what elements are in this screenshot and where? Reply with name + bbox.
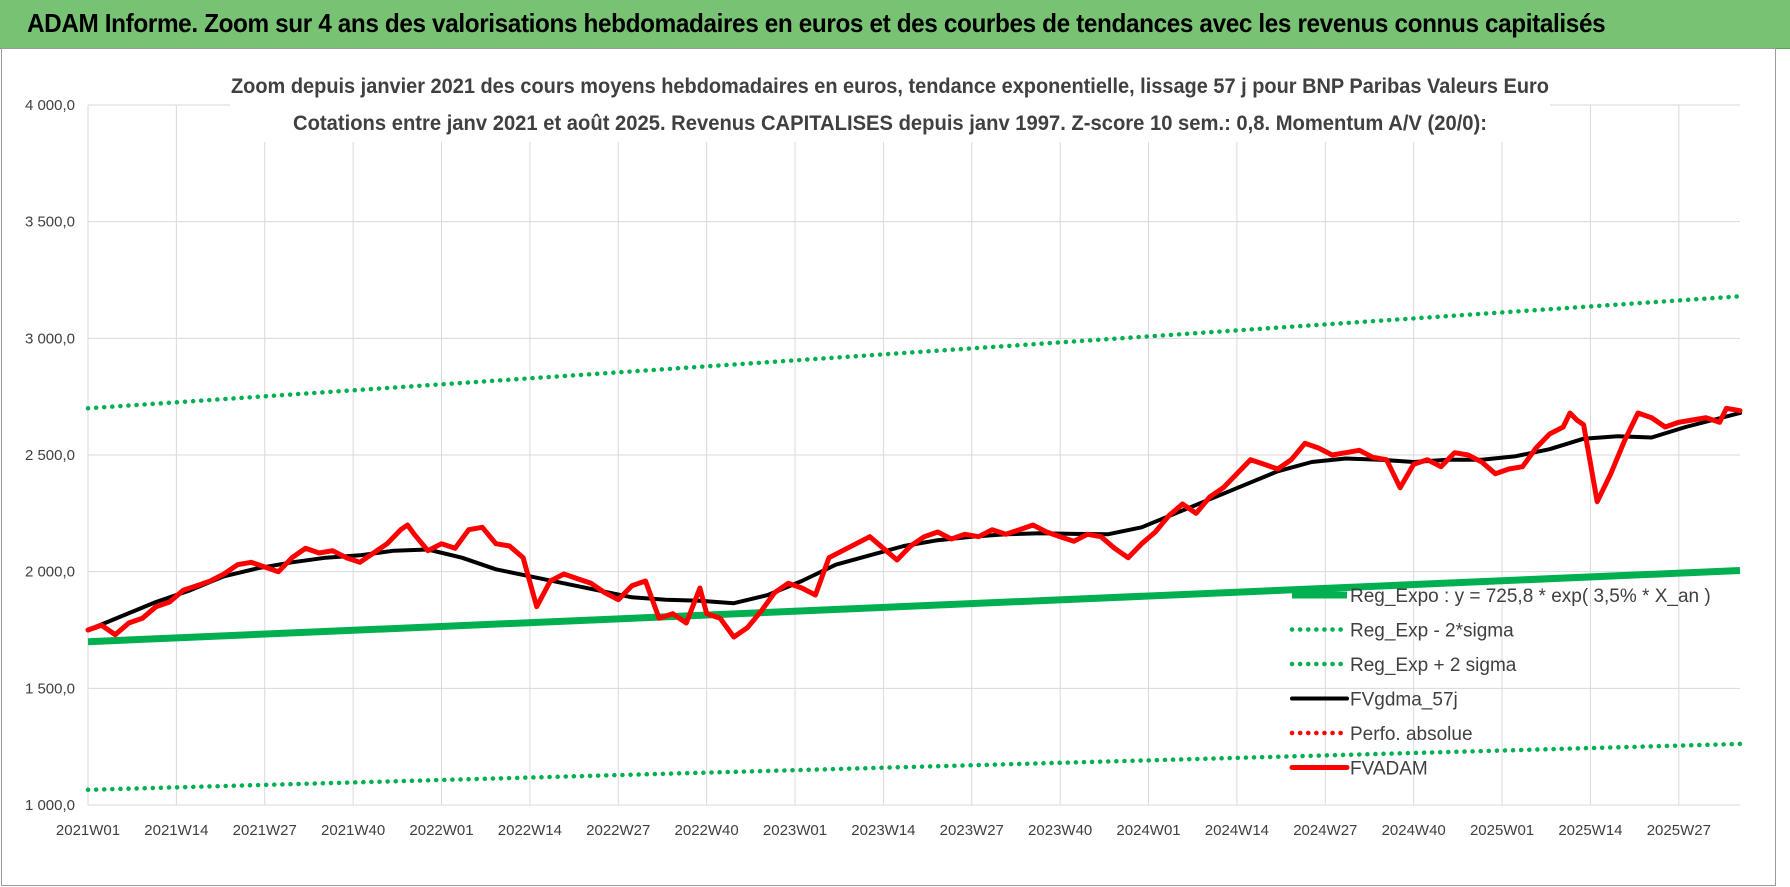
y-tick-label: 2 500,0 xyxy=(25,447,75,464)
legend-label: Reg_Exp + 2 sigma xyxy=(1350,655,1517,676)
legend-label: Reg_Exp - 2*sigma xyxy=(1350,621,1514,642)
x-tick-label: 2023W40 xyxy=(1028,822,1092,839)
x-tick-label: 2021W14 xyxy=(144,822,208,839)
banner: ADAM Informe. Zoom sur 4 ans des valoris… xyxy=(0,0,1790,49)
banner-title: ADAM Informe. Zoom sur 4 ans des valoris… xyxy=(27,8,1606,38)
x-tick-label: 2025W27 xyxy=(1647,822,1711,839)
series-line-2 xyxy=(85,294,1743,411)
y-axis-ticks: 1 000,0 1 500,0 2 000,0 2 500,0 3 000,0 3 500… xyxy=(25,97,75,814)
chart-title-line1: Zoom depuis janvier 2021 des cours moyen… xyxy=(231,75,1549,98)
legend-label: Reg_Expo : y = 725,8 * exp( 3,5% * X_an … xyxy=(1350,586,1711,607)
x-axis-ticks: 2021W01 2021W14 2021W27 2021W40 2022W01 2022W… xyxy=(56,822,1711,839)
x-tick-label: 2024W40 xyxy=(1382,822,1446,839)
series-line-1 xyxy=(85,741,1743,793)
grid xyxy=(87,104,1740,806)
legend-label: FVADAM xyxy=(1350,759,1428,780)
x-tick-label: 2022W40 xyxy=(675,822,739,839)
y-tick-label: 4 000,0 xyxy=(25,97,75,114)
y-tick-label: 3 000,0 xyxy=(25,330,75,347)
series-line-5 xyxy=(85,405,1743,640)
y-tick-label: 2 000,0 xyxy=(25,564,75,581)
x-tick-label: 2021W40 xyxy=(321,822,385,839)
x-tick-label: 2022W14 xyxy=(498,822,562,839)
x-tick-label: 2024W14 xyxy=(1205,822,1269,839)
series-lines xyxy=(85,294,1743,793)
x-tick-label: 2021W01 xyxy=(56,822,120,839)
chart-title-line2: Cotations entre janv 2021 et août 2025. … xyxy=(293,112,1487,135)
x-tick-label: 2023W14 xyxy=(851,822,915,839)
x-tick-label: 2023W27 xyxy=(940,822,1004,839)
x-tick-label: 2022W27 xyxy=(586,822,650,839)
x-tick-label: 2022W01 xyxy=(409,822,473,839)
y-tick-label: 1 000,0 xyxy=(25,797,75,814)
title-background xyxy=(230,68,1550,142)
legend-label: Perfo. absolue xyxy=(1350,724,1473,745)
x-tick-label: 2024W01 xyxy=(1116,822,1180,839)
legend: Reg_Expo : y = 725,8 * exp( 3,5% * X_an … xyxy=(1289,586,1711,780)
chart-titles: Zoom depuis janvier 2021 des cours moyen… xyxy=(230,68,1550,142)
chart-frame xyxy=(1,48,1776,886)
x-tick-label: 2025W14 xyxy=(1558,822,1622,839)
x-tick-label: 2024W27 xyxy=(1293,822,1357,839)
x-tick-label: 2025W01 xyxy=(1470,822,1534,839)
legend-label: FVgdma_57j xyxy=(1350,690,1458,711)
y-tick-label: 3 500,0 xyxy=(25,214,75,231)
x-tick-label: 2023W01 xyxy=(763,822,827,839)
y-tick-label: 1 500,0 xyxy=(25,680,75,697)
series-line-0 xyxy=(87,567,1741,646)
x-tick-label: 2021W27 xyxy=(233,822,297,839)
